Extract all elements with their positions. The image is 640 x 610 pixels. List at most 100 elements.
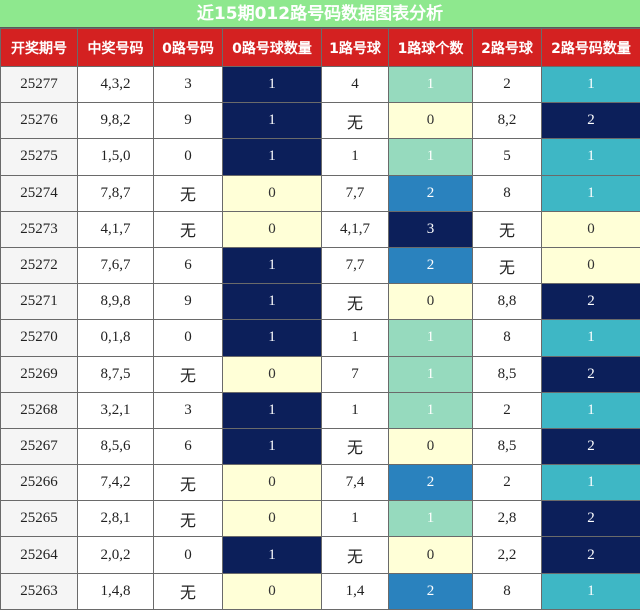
cell-number: 7,6,7 [78,247,154,283]
cell-route2: 无 [473,211,542,247]
header-issue: 开奖期号 [1,29,78,67]
cell-route1: 无 [322,103,389,139]
header-route0-count: 0路号球数量 [223,29,322,67]
cell-route1-count: 1 [389,320,473,356]
cell-route1-count: 0 [389,537,473,573]
cell-route0: 6 [154,247,223,283]
data-table: 开奖期号 中奖号码 0路号码 0路号球数量 1路号球 1路球个数 2路号球 2路… [0,28,640,610]
cell-route1: 1 [322,392,389,428]
cell-issue: 25276 [1,103,78,139]
cell-route1: 无 [322,537,389,573]
cell-issue: 25268 [1,392,78,428]
cell-route0-count: 1 [223,428,322,464]
cell-route0-count: 0 [223,501,322,537]
header-route1-count: 1路球个数 [389,29,473,67]
cell-issue: 25272 [1,247,78,283]
cell-issue: 25277 [1,67,78,103]
cell-route0-count: 0 [223,175,322,211]
cell-route2-count: 2 [542,428,640,464]
cell-route1-count: 2 [389,175,473,211]
header-route2: 2路号球 [473,29,542,67]
cell-number: 7,4,2 [78,465,154,501]
cell-route0: 无 [154,175,223,211]
cell-route1: 7 [322,356,389,392]
cell-number: 9,8,2 [78,103,154,139]
cell-number: 4,1,7 [78,211,154,247]
cell-route0-count: 1 [223,537,322,573]
cell-route2: 8,5 [473,356,542,392]
cell-route0-count: 1 [223,247,322,283]
cell-route0: 无 [154,501,223,537]
cell-route0: 3 [154,392,223,428]
cell-route2: 无 [473,247,542,283]
cell-route0-count: 1 [223,139,322,175]
cell-route2: 8,8 [473,284,542,320]
cell-route1: 1 [322,501,389,537]
cell-route1: 4,1,7 [322,211,389,247]
cell-route0-count: 0 [223,465,322,501]
cell-route1-count: 1 [389,501,473,537]
cell-route2-count: 0 [542,211,640,247]
cell-route2-count: 1 [542,392,640,428]
cell-number: 8,5,6 [78,428,154,464]
cell-number: 7,8,7 [78,175,154,211]
cell-issue: 25267 [1,428,78,464]
header-route2-count: 2路号码数量 [542,29,640,67]
cell-route2: 8,5 [473,428,542,464]
cell-route0: 0 [154,537,223,573]
cell-route1: 无 [322,284,389,320]
cell-issue: 25270 [1,320,78,356]
cell-route0-count: 1 [223,320,322,356]
cell-route2-count: 2 [542,537,640,573]
cell-route1-count: 0 [389,103,473,139]
cell-number: 0,1,8 [78,320,154,356]
cell-route2: 8 [473,175,542,211]
chart-title: 近15期012路号码数据图表分析 [0,0,640,28]
cell-number: 8,9,8 [78,284,154,320]
cell-route1: 7,4 [322,465,389,501]
cell-route1: 1 [322,320,389,356]
cell-number: 4,3,2 [78,67,154,103]
cell-route2-count: 1 [542,320,640,356]
cell-route1-count: 2 [389,247,473,283]
cell-route1: 7,7 [322,247,389,283]
cell-route0: 0 [154,320,223,356]
cell-route2-count: 1 [542,67,640,103]
header-row: 开奖期号 中奖号码 0路号码 0路号球数量 1路号球 1路球个数 2路号球 2路… [1,29,640,67]
cell-route1-count: 0 [389,428,473,464]
cell-route0: 无 [154,465,223,501]
cell-issue: 25266 [1,465,78,501]
cell-route1: 1 [322,139,389,175]
cell-route2-count: 2 [542,501,640,537]
cell-route1-count: 1 [389,67,473,103]
cell-route0-count: 1 [223,67,322,103]
cell-issue: 25274 [1,175,78,211]
cell-route1-count: 2 [389,465,473,501]
cell-route2-count: 2 [542,103,640,139]
cell-route2-count: 1 [542,139,640,175]
cell-issue: 25269 [1,356,78,392]
cell-route0-count: 1 [223,103,322,139]
cell-route2: 5 [473,139,542,175]
cell-issue: 25264 [1,537,78,573]
cell-route2-count: 2 [542,356,640,392]
cell-route2: 8,2 [473,103,542,139]
cell-route0: 6 [154,428,223,464]
cell-route0: 无 [154,356,223,392]
cell-route0: 9 [154,284,223,320]
cell-issue: 25265 [1,501,78,537]
